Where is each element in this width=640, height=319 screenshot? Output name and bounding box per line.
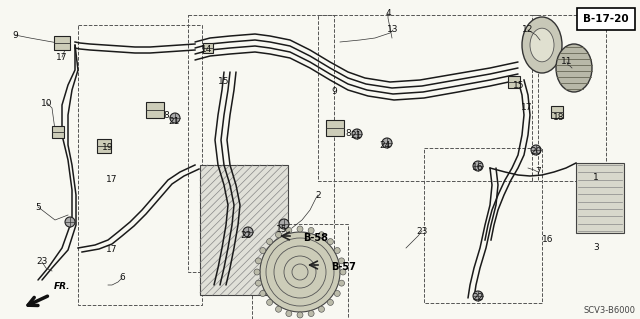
Bar <box>203 43 213 53</box>
Circle shape <box>260 291 266 296</box>
Circle shape <box>254 269 260 275</box>
Text: 14: 14 <box>202 46 212 55</box>
Text: 20: 20 <box>531 147 541 157</box>
Text: 19: 19 <box>102 144 114 152</box>
Text: 17: 17 <box>56 53 68 62</box>
Bar <box>577 8 635 30</box>
Text: B-58: B-58 <box>303 233 328 243</box>
Circle shape <box>243 227 253 237</box>
Circle shape <box>286 310 292 316</box>
Text: 5: 5 <box>35 203 41 211</box>
Ellipse shape <box>522 17 562 73</box>
Circle shape <box>328 300 333 305</box>
Bar <box>188 15 334 272</box>
Text: 21: 21 <box>168 116 180 125</box>
Text: 7: 7 <box>535 167 541 176</box>
Circle shape <box>308 310 314 316</box>
Circle shape <box>473 291 483 301</box>
Text: 18: 18 <box>553 113 564 122</box>
Circle shape <box>334 248 340 254</box>
Circle shape <box>339 258 344 264</box>
Text: B-57: B-57 <box>331 262 356 272</box>
Text: 22: 22 <box>472 293 484 302</box>
Text: 10: 10 <box>41 99 52 108</box>
Circle shape <box>308 227 314 234</box>
Circle shape <box>297 226 303 232</box>
Text: 9: 9 <box>12 31 18 40</box>
Bar <box>318 15 538 181</box>
Circle shape <box>334 291 340 296</box>
Circle shape <box>297 312 303 318</box>
Ellipse shape <box>530 28 554 62</box>
Circle shape <box>382 138 392 148</box>
Bar <box>200 165 288 295</box>
Text: 16: 16 <box>542 235 554 244</box>
Text: 22: 22 <box>241 232 252 241</box>
Circle shape <box>255 258 262 264</box>
Circle shape <box>65 217 75 227</box>
Circle shape <box>473 161 483 171</box>
Circle shape <box>275 232 282 238</box>
Bar <box>252 224 348 319</box>
Circle shape <box>279 219 289 229</box>
Text: 13: 13 <box>387 26 399 34</box>
Circle shape <box>267 300 273 305</box>
Text: 6: 6 <box>119 273 125 283</box>
Text: 1: 1 <box>593 174 599 182</box>
Text: 3: 3 <box>593 243 599 253</box>
Bar <box>78 25 202 305</box>
Circle shape <box>260 232 340 312</box>
Circle shape <box>260 248 266 254</box>
Ellipse shape <box>556 44 592 92</box>
Circle shape <box>340 269 346 275</box>
Text: 15: 15 <box>513 80 525 90</box>
Bar <box>326 120 344 136</box>
Circle shape <box>267 239 273 245</box>
Bar <box>97 139 111 153</box>
Text: 17: 17 <box>106 246 118 255</box>
Text: 23: 23 <box>416 226 428 235</box>
Text: 15: 15 <box>276 226 288 234</box>
Text: 17: 17 <box>521 102 532 112</box>
Bar <box>146 102 164 118</box>
Bar <box>508 76 520 88</box>
Text: 2: 2 <box>315 190 321 199</box>
Circle shape <box>286 227 292 234</box>
Text: 9: 9 <box>331 87 337 97</box>
Text: 24: 24 <box>380 140 390 150</box>
Text: 16: 16 <box>472 164 484 173</box>
Bar <box>424 148 542 303</box>
Circle shape <box>170 113 180 123</box>
Bar <box>551 106 563 118</box>
Text: 23: 23 <box>36 257 48 266</box>
Circle shape <box>339 280 344 286</box>
Text: SCV3-B6000: SCV3-B6000 <box>584 306 636 315</box>
Circle shape <box>319 306 324 312</box>
Circle shape <box>319 232 324 238</box>
Circle shape <box>531 145 541 155</box>
Circle shape <box>352 129 362 139</box>
Bar <box>532 15 606 181</box>
Circle shape <box>328 239 333 245</box>
Text: 15: 15 <box>218 78 230 86</box>
Text: B-17-20: B-17-20 <box>583 14 629 24</box>
Text: 8: 8 <box>345 129 351 137</box>
Text: 4: 4 <box>385 9 391 18</box>
Text: 12: 12 <box>522 26 534 34</box>
Circle shape <box>275 306 282 312</box>
Text: 11: 11 <box>561 57 573 66</box>
Circle shape <box>255 280 262 286</box>
Bar <box>54 36 70 50</box>
Bar <box>576 163 624 233</box>
Text: 8: 8 <box>163 110 169 120</box>
Text: FR.: FR. <box>54 282 70 291</box>
Text: 17: 17 <box>106 175 118 184</box>
Bar <box>52 126 64 138</box>
Text: 21: 21 <box>350 131 362 140</box>
